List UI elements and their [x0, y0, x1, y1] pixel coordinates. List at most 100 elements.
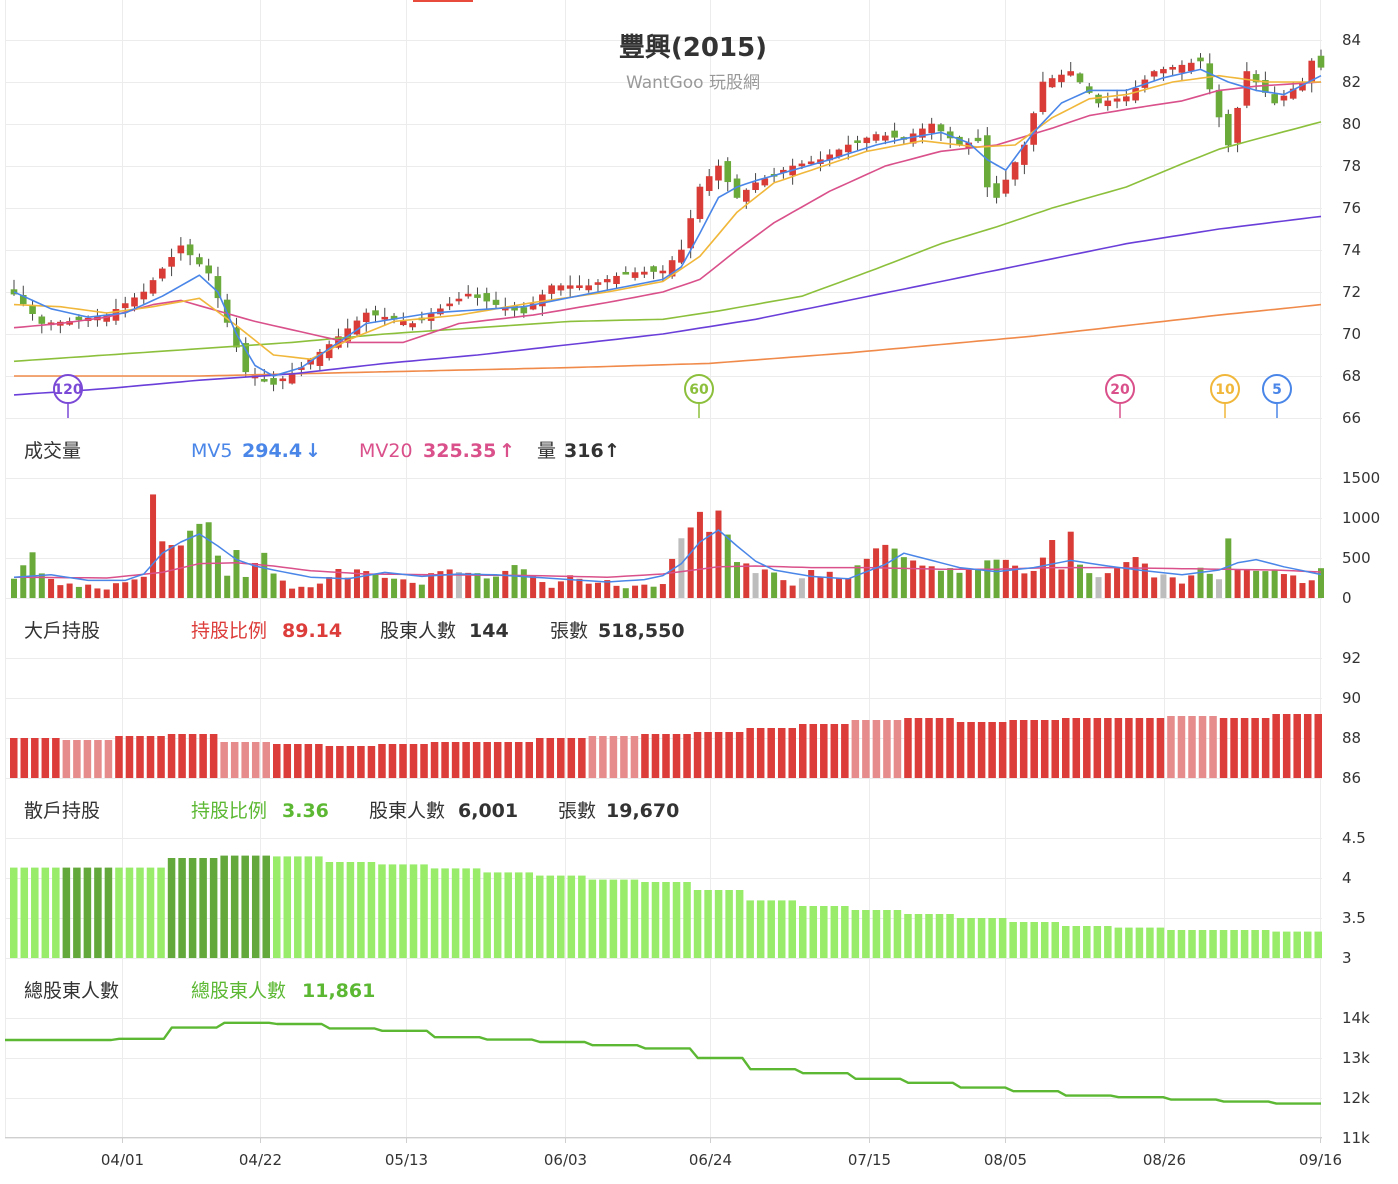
big-holder-bar [872, 720, 881, 778]
price-candle-body [1169, 67, 1176, 70]
big-holder-bar [546, 738, 555, 778]
retail-bar [1093, 926, 1102, 958]
price-candle-body [279, 378, 287, 382]
retail-bar [146, 867, 155, 958]
big-holder-bar [146, 736, 155, 778]
volume-bar [242, 576, 249, 598]
big-holder-bar [977, 722, 986, 778]
mv20-label: MV20 [359, 440, 413, 462]
price-candle-body [844, 144, 852, 153]
volume-bar [270, 573, 277, 598]
retail-tick-label: 3 [1342, 949, 1352, 967]
retail-bar [294, 856, 302, 958]
volume-bar [233, 550, 240, 598]
x-axis-ticks: 04/01 04/22 05/13 06/03 06/24 07/15 08/05 08/26… [101, 1137, 1342, 1169]
volume-bar [937, 570, 944, 598]
retail-bar [220, 855, 228, 958]
retail-bar [956, 918, 965, 958]
price-candle-body [121, 303, 129, 309]
price-candle-body [854, 140, 861, 143]
retail-bar [178, 858, 186, 958]
price-candle-body [696, 186, 704, 219]
volume-bar [177, 545, 184, 598]
retail-sheets-label: 張數 [558, 800, 596, 822]
retail-bar [367, 862, 376, 958]
ma5-line [13, 68, 1322, 377]
price-candle-body [1113, 98, 1121, 102]
volume-bar [530, 576, 537, 598]
price-candle-body [242, 343, 250, 373]
big-holder-sheets-label: 張數 [550, 620, 588, 642]
big-holder-bar [83, 740, 92, 778]
retail-bar [1030, 922, 1038, 958]
big-holder-bar [851, 720, 860, 778]
big-holder-bar [735, 732, 744, 778]
retail-bar [630, 879, 639, 958]
big-holder-bar [925, 718, 933, 778]
big-holder-bar [567, 738, 576, 778]
price-candle-body [724, 161, 732, 183]
price-candle-body [233, 327, 240, 348]
x-tick-label: 06/03 [544, 1151, 587, 1169]
volume-bar [1114, 567, 1121, 598]
retail-bar [1251, 930, 1259, 958]
big-holder-bar [125, 736, 134, 778]
big-holder-bar [1177, 716, 1186, 778]
volume-bar [761, 569, 768, 598]
volume-bar [891, 548, 898, 598]
big-holder-bar [609, 736, 618, 778]
price-candle-body [455, 298, 463, 302]
volume-bar [576, 578, 583, 598]
big-holder-bar [136, 736, 144, 778]
holders-panel-name: 總股東人數 [24, 980, 119, 1002]
big-holder-bar [73, 740, 81, 778]
retail-bar [588, 879, 597, 958]
price-candle-body [715, 165, 722, 181]
volume-bar [1039, 557, 1046, 598]
ma-marker-circle [1105, 374, 1135, 404]
price-candle-body [1225, 113, 1232, 146]
price-candle-body [159, 268, 166, 279]
price-candle-body [75, 316, 83, 321]
retail-bar [115, 867, 123, 958]
volume-bar [826, 571, 833, 598]
retail-bar [735, 890, 744, 958]
volume-bar [622, 588, 629, 598]
retail-bar [251, 855, 260, 958]
retail-bar [336, 862, 344, 958]
big-holder-bar [262, 742, 270, 778]
x-tick-label: 08/26 [1143, 1151, 1186, 1169]
volume-panel-name: 成交量 [24, 440, 81, 462]
volume-bar [307, 587, 314, 598]
volume-bars [11, 494, 1324, 598]
volume-bar [706, 531, 713, 598]
big-holder-bar [472, 742, 481, 778]
price-candle-body [761, 178, 769, 186]
price-candle-body [1160, 69, 1167, 74]
volume-bar [1123, 562, 1130, 598]
big-holder-bar [241, 742, 249, 778]
mv20-value: 325.35 [423, 440, 496, 462]
retail-bar [388, 864, 397, 958]
big-holder-bar [157, 736, 165, 778]
retail-bar [609, 879, 618, 958]
retail-bar [41, 867, 50, 958]
retail-bar [104, 867, 113, 958]
ma-marker-label: 5 [1272, 382, 1282, 398]
price-candle-body [372, 310, 379, 316]
big-holder-bar [378, 744, 386, 778]
volume-bar [780, 580, 787, 598]
retail-count-value: 6,001 [458, 800, 518, 822]
volume-bar [1308, 580, 1315, 598]
price-candle-body [1150, 71, 1158, 77]
big-holder-panel-name: 大戶持股 [24, 620, 100, 642]
volume-bar [400, 579, 407, 598]
retail-bar [946, 914, 954, 958]
volume-bar [252, 563, 259, 598]
volume-bar [48, 578, 55, 598]
retail-bar [1009, 922, 1017, 958]
price-tick-label: 84 [1342, 31, 1361, 49]
chart-subtitle: WantGoo 玩股網 [626, 73, 760, 93]
price-candle-body [177, 245, 185, 254]
volume-bar [632, 585, 639, 598]
